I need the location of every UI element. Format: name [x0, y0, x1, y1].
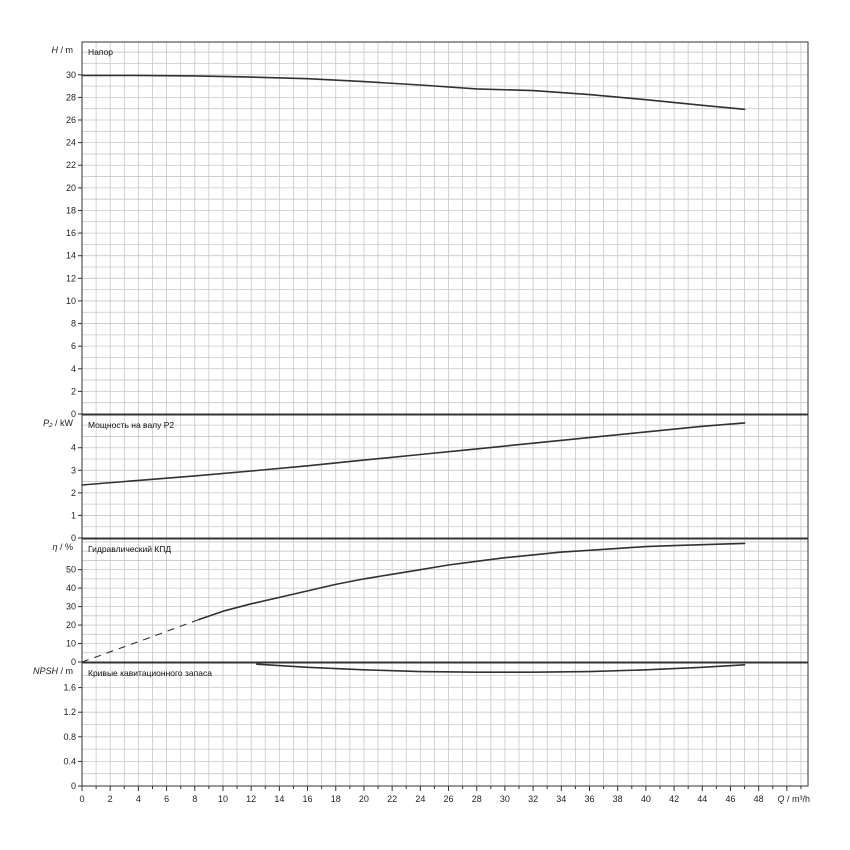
- y-tick-label: 30: [66, 602, 76, 612]
- x-tick-label: 10: [218, 794, 228, 804]
- x-tick-label: 30: [500, 794, 510, 804]
- series-line: [256, 663, 746, 673]
- x-tick-label: 22: [387, 794, 397, 804]
- x-tick-label: 16: [303, 794, 313, 804]
- x-tick-label: 14: [274, 794, 284, 804]
- y-axis-label: H / m: [52, 45, 74, 55]
- y-tick-label: 26: [66, 115, 76, 125]
- y-tick-label: 22: [66, 160, 76, 170]
- frame-layer: [78, 41, 809, 791]
- x-tick-label: 24: [415, 794, 425, 804]
- panel-title: Мощность на валу P2: [88, 420, 174, 430]
- panel-frame: [81, 662, 809, 787]
- x-tick-label: 38: [613, 794, 623, 804]
- x-tick-label: 0: [79, 794, 84, 804]
- y-tick-label: 4: [71, 443, 76, 453]
- x-tick-label: 8: [192, 794, 197, 804]
- y-axis-label: P₂ / kW: [43, 418, 73, 428]
- x-tick-label: 2: [108, 794, 113, 804]
- y-tick-label: 30: [66, 70, 76, 80]
- y-tick-label: 1.2: [63, 707, 76, 717]
- x-tick-label: 6: [164, 794, 169, 804]
- series-line: [81, 422, 746, 486]
- curve-layer: [81, 74, 746, 673]
- panel-frame: [81, 414, 809, 539]
- series-line-extrapolated: [81, 618, 200, 663]
- y-tick-label: 12: [66, 273, 76, 283]
- x-tick-label: 46: [725, 794, 735, 804]
- x-tick-label: 36: [584, 794, 594, 804]
- y-axis-label: η / %: [52, 542, 73, 552]
- y-tick-label: 24: [66, 138, 76, 148]
- y-tick-label: 8: [71, 319, 76, 329]
- x-tick-label: 12: [246, 794, 256, 804]
- panel-title: Кривые кавитационного запаса: [88, 668, 212, 678]
- x-tick-label: 20: [359, 794, 369, 804]
- x-tick-label: 32: [528, 794, 538, 804]
- y-tick-label: 3: [71, 465, 76, 475]
- x-tick-label: 42: [669, 794, 679, 804]
- series-line: [198, 542, 746, 621]
- x-tick-label: 28: [472, 794, 482, 804]
- y-tick-label: 0: [71, 657, 76, 667]
- y-tick-label: 20: [66, 183, 76, 193]
- y-tick-label: 18: [66, 205, 76, 215]
- x-tick-label: 26: [444, 794, 454, 804]
- y-tick-label: 50: [66, 565, 76, 575]
- panel-frame: [81, 538, 809, 663]
- y-tick-label: 10: [66, 639, 76, 649]
- y-tick-label: 0: [71, 409, 76, 419]
- y-tick-label: 14: [66, 251, 76, 261]
- x-tick-label: 4: [136, 794, 141, 804]
- x-tick-label: 18: [331, 794, 341, 804]
- y-tick-label: 0.8: [63, 732, 76, 742]
- y-tick-label: 4: [71, 364, 76, 374]
- y-axis-label: NPSH / m: [33, 666, 73, 676]
- y-tick-label: 28: [66, 92, 76, 102]
- y-tick-label: 10: [66, 296, 76, 306]
- panel-title: Напор: [88, 47, 113, 57]
- series-line: [81, 74, 746, 111]
- y-tick-label: 0.4: [63, 756, 76, 766]
- y-tick-label: 1.6: [63, 683, 76, 693]
- x-tick-label: 44: [697, 794, 707, 804]
- y-tick-label: 20: [66, 620, 76, 630]
- y-tick-label: 0: [71, 781, 76, 791]
- panel-frame: [81, 41, 809, 415]
- y-tick-label: 1: [71, 510, 76, 520]
- x-tick-label: 34: [556, 794, 566, 804]
- y-tick-label: 6: [71, 341, 76, 351]
- y-tick-label: 2: [71, 386, 76, 396]
- y-tick-label: 16: [66, 228, 76, 238]
- panel-title: Гидравлический КПД: [88, 544, 171, 554]
- y-tick-label: 0: [71, 533, 76, 543]
- x-tick-label: 40: [641, 794, 651, 804]
- y-tick-label: 40: [66, 583, 76, 593]
- x-tick-label: 48: [754, 794, 764, 804]
- x-axis-label: Q / m³/h: [777, 794, 810, 804]
- y-tick-label: 2: [71, 488, 76, 498]
